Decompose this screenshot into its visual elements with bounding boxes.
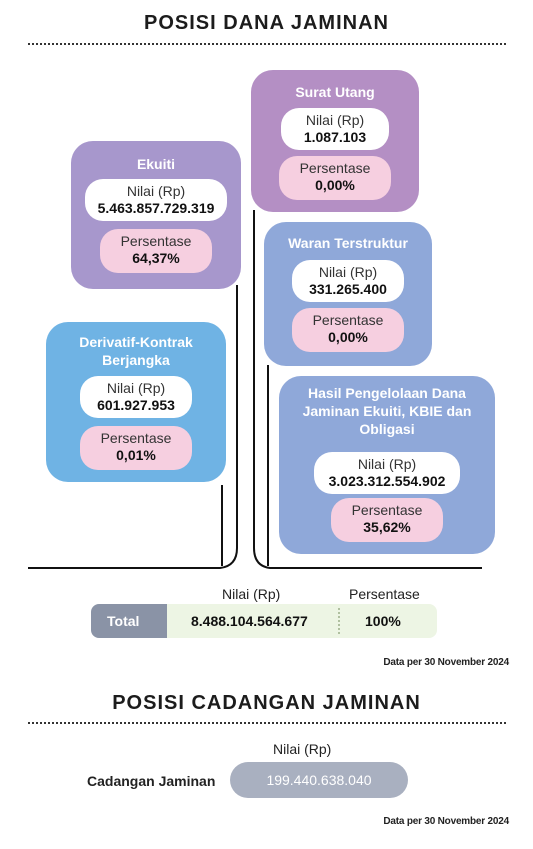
surat-utang-nilai-value: 1.087.103 [303, 129, 367, 145]
total-nilai: 8.488.104.564.677 [191, 613, 308, 629]
surat-utang-persen-pill: Persentase 0,00% [279, 156, 391, 200]
ekuiti-title: Ekuiti [136, 156, 176, 172]
ekuiti-card: Ekuiti Nilai (Rp) 5.463.857.729.319 Pers… [71, 141, 241, 289]
dana-title: POSISI DANA JAMINAN [144, 12, 389, 34]
hasil-card: Hasil Pengelolaan Dana Jaminan Ekuiti, K… [279, 376, 495, 554]
right-trunk-line [253, 210, 482, 569]
cadangan-header-nilai: Nilai (Rp) [273, 741, 332, 757]
derivatif-nilai-value: 601.927.953 [97, 397, 175, 413]
total-value-cell [167, 604, 437, 638]
surat-utang-persen-value: 0,00% [315, 177, 355, 193]
total-header-nilai: Nilai (Rp) [222, 586, 281, 602]
ekuiti-persen-value: 64,37% [132, 250, 180, 266]
total-label: Total [107, 613, 140, 629]
ekuiti-nilai-label: Nilai (Rp) [126, 183, 186, 199]
waran-persen-label: Persentase [312, 312, 384, 328]
surat-utang-nilai-pill: Nilai (Rp) 1.087.103 [281, 108, 389, 150]
waran-card: Waran Terstruktur Nilai (Rp) 331.265.400… [264, 222, 432, 366]
waran-persen-value: 0,00% [328, 329, 368, 345]
derivatif-persen-value: 0,01% [116, 447, 156, 463]
title-divider [28, 43, 506, 45]
surat-utang-card: Surat Utang Nilai (Rp) 1.087.103 Persent… [251, 70, 419, 212]
surat-utang-persen-label: Persentase [299, 160, 371, 176]
derivatif-persen-label: Persentase [100, 430, 172, 446]
hasil-title-line3: Obligasi [359, 421, 415, 437]
hasil-nilai-pill: Nilai (Rp) 3.023.312.554.902 [314, 452, 460, 494]
ekuiti-nilai-pill: Nilai (Rp) 5.463.857.729.319 [85, 179, 227, 221]
derivatif-persen-pill: Persentase 0,01% [80, 426, 192, 470]
surat-utang-nilai-label: Nilai (Rp) [305, 112, 365, 128]
ekuiti-persen-pill: Persentase 64,37% [100, 229, 212, 273]
waran-nilai-label: Nilai (Rp) [318, 264, 378, 280]
waran-persen-pill: Persentase 0,00% [292, 308, 404, 352]
surat-utang-title: Surat Utang [295, 84, 375, 100]
derivatif-card: Derivatif-Kontrak Berjangka Nilai (Rp) 6… [46, 322, 226, 482]
dana-date-note: Data per 30 November 2024 [383, 657, 509, 668]
ekuiti-persen-label: Persentase [120, 233, 192, 249]
total-label-cell [91, 604, 179, 638]
total-row: Total 8.488.104.564.677 100% [91, 604, 437, 638]
left-trunk-line [28, 285, 238, 569]
cadangan-divider [28, 722, 506, 724]
derivatif-nilai-label: Nilai (Rp) [106, 380, 166, 396]
hasil-title-line1: Hasil Pengelolaan Dana [308, 385, 466, 401]
derivatif-title-line1: Derivatif-Kontrak [79, 334, 193, 350]
total-header-persen: Persentase [349, 586, 420, 602]
hasil-title-line2: Jaminan Ekuiti, KBIE dan [302, 403, 472, 419]
derivatif-nilai-pill: Nilai (Rp) 601.927.953 [80, 376, 192, 418]
cadangan-title: POSISI CADANGAN JAMINAN [112, 692, 421, 714]
hasil-persen-value: 35,62% [363, 519, 411, 535]
ekuiti-nilai-value: 5.463.857.729.319 [97, 200, 215, 216]
hasil-persen-label: Persentase [351, 502, 423, 518]
cadangan-date-note: Data per 30 November 2024 [383, 816, 509, 827]
derivatif-title-line2: Berjangka [102, 352, 170, 368]
cadangan-label: Cadangan Jaminan [87, 773, 216, 789]
waran-nilai-pill: Nilai (Rp) 331.265.400 [292, 260, 404, 302]
waran-nilai-value: 331.265.400 [309, 281, 387, 297]
hasil-nilai-label: Nilai (Rp) [357, 456, 417, 472]
total-persen: 100% [365, 613, 401, 629]
tree-lines [28, 210, 482, 569]
cadangan-value-pill: 199.440.638.040 [230, 762, 408, 798]
waran-title: Waran Terstruktur [288, 235, 408, 251]
hasil-nilai-value: 3.023.312.554.902 [328, 473, 446, 489]
total-divider [338, 608, 340, 634]
hasil-persen-pill: Persentase 35,62% [331, 498, 443, 542]
